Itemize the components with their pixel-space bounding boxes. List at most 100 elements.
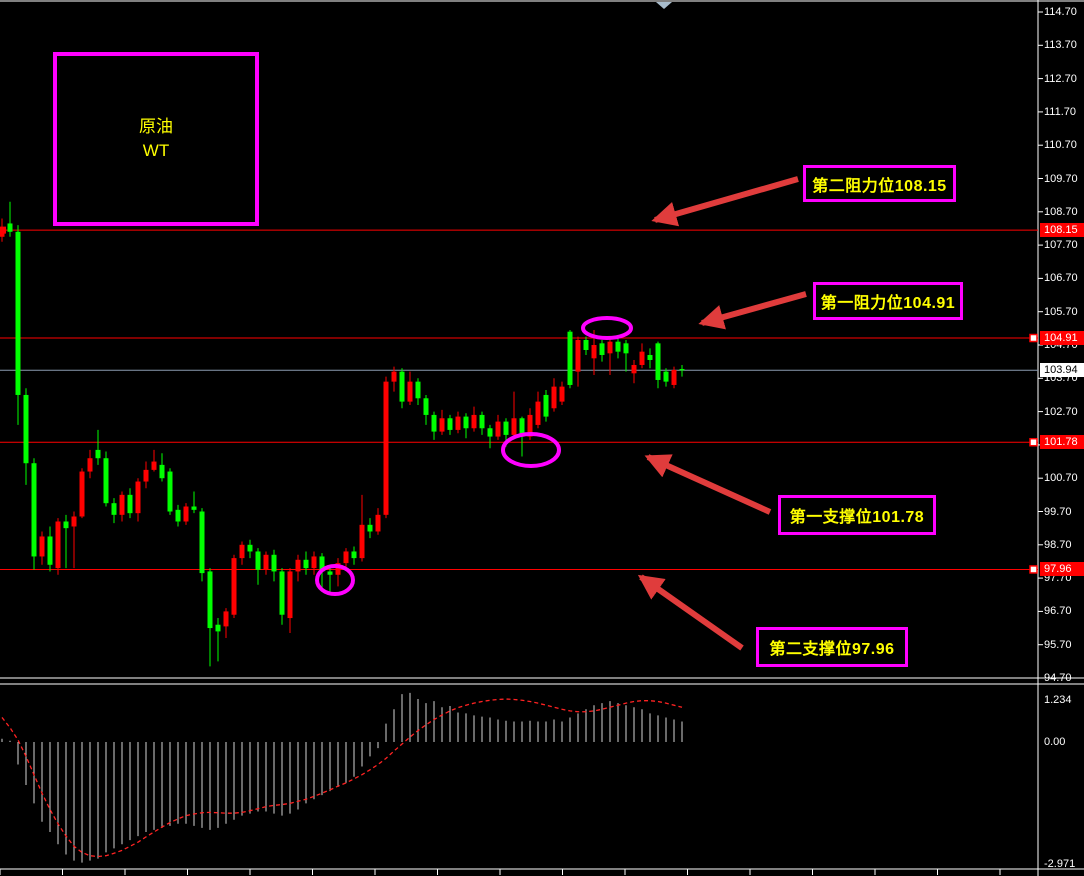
price-tick-label: 95.70 [1044, 638, 1072, 651]
candle-body [575, 340, 581, 372]
candle-body [519, 418, 525, 437]
candle-body [447, 418, 453, 430]
level-line-handle[interactable] [1029, 333, 1038, 343]
candle-body [383, 381, 389, 515]
price-tick-label: 106.70 [1044, 272, 1078, 285]
pointer-arrow[interactable] [651, 176, 799, 227]
price-tick-label: 98.70 [1044, 538, 1072, 551]
annotation-resistance2-box[interactable]: 第二阻力位108.15 [803, 165, 956, 202]
price-tick-label: 108.70 [1044, 205, 1078, 218]
candle-body [679, 368, 685, 371]
candle-body [479, 414, 485, 429]
pointer-arrow[interactable] [698, 291, 807, 330]
candle-body [319, 556, 325, 572]
candle-body [471, 414, 477, 429]
candle-body [599, 343, 605, 355]
annotation-resistance1-box[interactable]: 第一阻力位104.91 [813, 282, 963, 320]
candle-body [639, 351, 645, 365]
candle-body [287, 571, 293, 619]
level-line-handle[interactable] [1029, 437, 1038, 447]
candle-body [583, 340, 589, 350]
candle-body [39, 536, 45, 557]
highlight-ellipse[interactable] [581, 316, 633, 340]
candle-body [295, 559, 301, 572]
candle-body [0, 230, 5, 237]
level-price-badge: 101.78 [1040, 435, 1084, 450]
candle-body [103, 458, 109, 504]
symbol-title-box[interactable]: 原油 WT [53, 52, 259, 226]
candle-body [455, 416, 461, 430]
candle-body [655, 343, 661, 380]
candle-body [23, 394, 29, 464]
symbol-title-line1: 原油 [139, 117, 173, 136]
price-tick-label: 107.70 [1044, 239, 1078, 252]
candle-body [327, 571, 333, 575]
candle-body [503, 421, 509, 435]
level-lines-layer[interactable] [0, 226, 1038, 574]
chart-shift-triangle-icon[interactable] [656, 2, 672, 9]
candle-body [167, 471, 173, 512]
candle-body [263, 554, 269, 570]
candle-body [215, 624, 221, 632]
level-line-handle[interactable] [1029, 565, 1038, 574]
annotation-support1-box[interactable]: 第一支撑位101.78 [778, 495, 936, 535]
candle-body [527, 414, 533, 437]
candle-body [199, 511, 205, 574]
indicator-tick-label: 1.234 [1044, 694, 1072, 706]
candle-body [87, 458, 93, 472]
candle-body [647, 354, 653, 360]
candle-body [343, 551, 349, 564]
level-price-badge: 97.96 [1040, 562, 1084, 577]
candle-body [407, 381, 413, 402]
highlight-ellipse[interactable] [315, 564, 355, 596]
candle-body [615, 341, 621, 352]
pointer-arrow[interactable] [644, 454, 772, 515]
annotation-support2-box[interactable]: 第二支撑位97.96 [756, 627, 908, 667]
candle-body [303, 559, 309, 569]
candle-body [567, 331, 573, 385]
price-tick-label: 96.70 [1044, 605, 1072, 618]
annotation-resistance1-label: 第一阻力位104.91 [820, 295, 956, 312]
price-tick-label: 109.70 [1044, 172, 1078, 185]
level-price-badge: 108.15 [1040, 223, 1084, 238]
candle-body [399, 371, 405, 402]
candle-body [607, 341, 613, 354]
candle-body [239, 544, 245, 559]
candle-body [79, 471, 85, 517]
candle-body [311, 556, 317, 569]
level-price-badge: 104.91 [1040, 331, 1084, 345]
candle-body [375, 514, 381, 532]
highlight-ellipse[interactable] [501, 432, 561, 468]
candle-body [223, 611, 229, 627]
current-price-badge: 103.94 [1040, 363, 1084, 378]
price-tick-label: 114.70 [1044, 6, 1077, 18]
symbol-title-line2: WT [142, 141, 170, 160]
candle-body [359, 524, 365, 559]
candle-body [671, 369, 677, 385]
candle-body [487, 428, 493, 437]
candle-body [511, 418, 517, 435]
pointer-arrow[interactable] [637, 574, 744, 651]
candle-body [559, 386, 565, 402]
candle-body [191, 506, 197, 510]
candle-body [279, 571, 285, 615]
candle-body [255, 551, 261, 570]
candle-body [47, 536, 53, 565]
candle-body [127, 494, 133, 514]
candle-body [463, 416, 469, 429]
candle-body [63, 521, 69, 529]
price-tick-label: 100.70 [1044, 472, 1078, 485]
candle-body [231, 558, 237, 615]
price-tick-label: 105.70 [1044, 305, 1078, 318]
candle-body [591, 345, 597, 359]
candle-body [535, 401, 541, 425]
candle-body [7, 223, 13, 232]
annotation-resistance2-label: 第二阻力位108.15 [812, 177, 947, 195]
candle-body [151, 461, 157, 470]
drawing-objects-layer[interactable] [315, 176, 807, 651]
signal-line [1, 698, 683, 858]
price-tick-label: 94.70 [1044, 672, 1072, 684]
